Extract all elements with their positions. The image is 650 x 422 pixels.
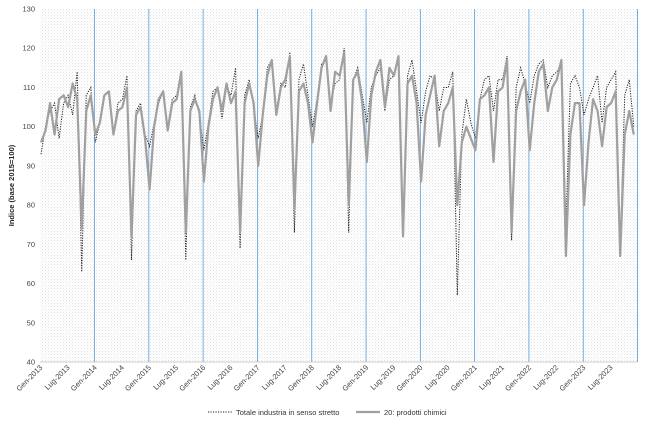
y-tick-label: 110	[23, 83, 35, 92]
x-tick-label: Gen-2023	[557, 363, 587, 393]
x-tick-label: Gen-2019	[340, 363, 370, 393]
legend: Totale industria in senso stretto 20: pr…	[208, 408, 447, 417]
y-tick-label: 50	[27, 318, 35, 327]
series-line-prodotti-chimici	[39, 51, 635, 258]
x-tick-label: Lug-2018	[314, 363, 343, 392]
y-axis-label: Indice (base 2015=100)	[7, 144, 16, 226]
x-tick-label: Lug-2014	[97, 363, 126, 392]
y-tick-label: 60	[27, 279, 35, 288]
x-tick-label: Gen-2021	[449, 363, 479, 393]
y-tick-label: 80	[27, 201, 35, 210]
x-tick-label: Lug-2023	[586, 363, 615, 392]
x-tick-label: Gen-2013	[14, 363, 44, 393]
x-tick-label: Lug-2020	[423, 363, 452, 392]
x-tick-label: Lug-2021	[477, 363, 506, 392]
legend-label-chimici: 20: prodotti chimici	[384, 408, 447, 417]
y-tick-label: 40	[27, 358, 35, 367]
x-tick-label: Gen-2015	[123, 363, 153, 393]
series-line-totale-industria	[40, 48, 635, 296]
x-tick-label: Gen-2016	[177, 363, 207, 393]
x-tick-label: Lug-2017	[260, 363, 289, 392]
x-tick-label: Lug-2013	[43, 363, 72, 392]
x-axis-ticks: Gen-2013Lug-2013Gen-2014Lug-2014Gen-2015…	[14, 363, 614, 393]
x-tick-label: Gen-2022	[503, 363, 533, 393]
y-tick-label: 70	[27, 240, 35, 249]
x-tick-label: Gen-2020	[395, 363, 425, 393]
y-tick-label: 90	[27, 161, 35, 170]
x-tick-label: Lug-2016	[206, 363, 235, 392]
x-tick-label: Gen-2017	[232, 363, 262, 393]
y-axis-ticks: 40 50 60 70 80 90 100 110 120 130	[22, 5, 35, 367]
x-tick-label: Lug-2019	[369, 363, 398, 392]
y-tick-label: 120	[22, 44, 35, 53]
x-tick-label: Lug-2015	[151, 363, 180, 392]
y-tick-label: 100	[22, 122, 35, 131]
x-tick-label: Gen-2014	[69, 363, 99, 393]
legend-label-totale: Totale industria in senso stretto	[236, 408, 339, 417]
y-tick-label: 130	[22, 5, 35, 14]
x-tick-label: Gen-2018	[286, 363, 316, 393]
x-tick-label: Lug-2022	[531, 363, 560, 392]
